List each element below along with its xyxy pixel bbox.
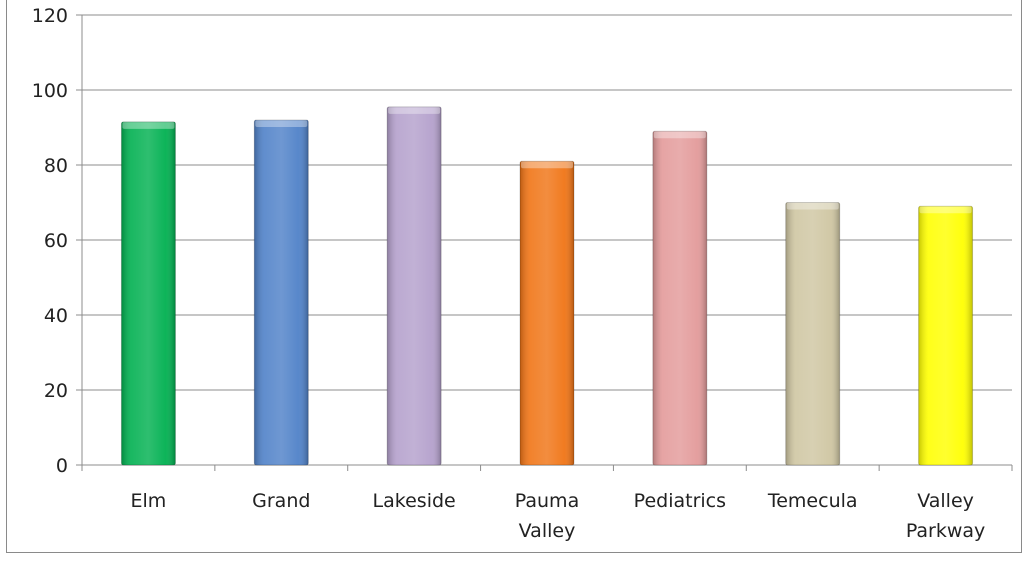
x-category-label-line: Valley <box>917 490 974 512</box>
bar-outline <box>519 160 575 466</box>
bar-pauma-valley <box>519 160 575 466</box>
x-category-label: Valley Parkway <box>906 490 986 542</box>
bar-shading <box>785 202 840 465</box>
bar-cap <box>786 202 839 210</box>
bar-valley-parkway <box>918 205 974 466</box>
bar-outline <box>253 119 309 466</box>
bar-shading <box>918 206 973 465</box>
x-category-label-line: Pediatrics <box>634 490 726 512</box>
bar-temecula <box>785 202 841 466</box>
bar-cap <box>255 120 308 127</box>
x-category-label-line: Pauma <box>515 490 579 512</box>
y-tick-label: 80 <box>44 155 68 177</box>
bar-shading <box>387 106 442 465</box>
bar-elm <box>120 121 176 466</box>
bar-cap <box>653 131 706 139</box>
bar-cap <box>521 161 573 169</box>
x-category-label: Pediatrics <box>634 490 726 512</box>
x-category-label-line: Grand <box>252 490 310 512</box>
bar-lakeside <box>386 106 442 466</box>
bar-shading <box>652 131 707 465</box>
y-tick-label: 60 <box>44 230 68 252</box>
bar-grand <box>253 119 309 466</box>
y-tick-label: 40 <box>44 305 68 327</box>
bar-outline <box>386 106 442 466</box>
x-category-label: Pauma Valley <box>515 490 579 542</box>
bar-cap <box>388 106 441 114</box>
bar-cap <box>122 121 175 129</box>
y-tick-label: 0 <box>56 455 68 477</box>
labels: 0 20 40 60 80 100 120 Elm Grand Lakeside Pauma Vall… <box>32 5 986 542</box>
bar-outline <box>785 202 841 466</box>
bar-shading <box>254 120 309 465</box>
y-tick-label: 20 <box>44 380 68 402</box>
x-category-label-line: Valley <box>519 520 576 542</box>
x-category-label-line: Temecula <box>767 490 858 512</box>
bar-outline <box>652 130 708 466</box>
y-tick-label: 120 <box>32 5 68 27</box>
bar-cap <box>919 206 972 214</box>
x-category-label: Temecula <box>767 490 858 512</box>
bar-pediatrics <box>652 130 708 466</box>
x-category-label-line: Elm <box>131 490 167 512</box>
x-category-label-line: Parkway <box>906 520 986 542</box>
bar-shading <box>121 121 176 465</box>
bar-shading <box>520 161 574 465</box>
bar-outline <box>120 121 176 466</box>
y-tick-label: 100 <box>32 80 68 102</box>
bars <box>120 106 974 466</box>
x-category-label: Lakeside <box>373 490 456 512</box>
bar-outline <box>918 205 974 466</box>
x-category-label-line: Lakeside <box>373 490 456 512</box>
x-category-label: Elm <box>131 490 167 512</box>
x-category-label: Grand <box>252 490 310 512</box>
